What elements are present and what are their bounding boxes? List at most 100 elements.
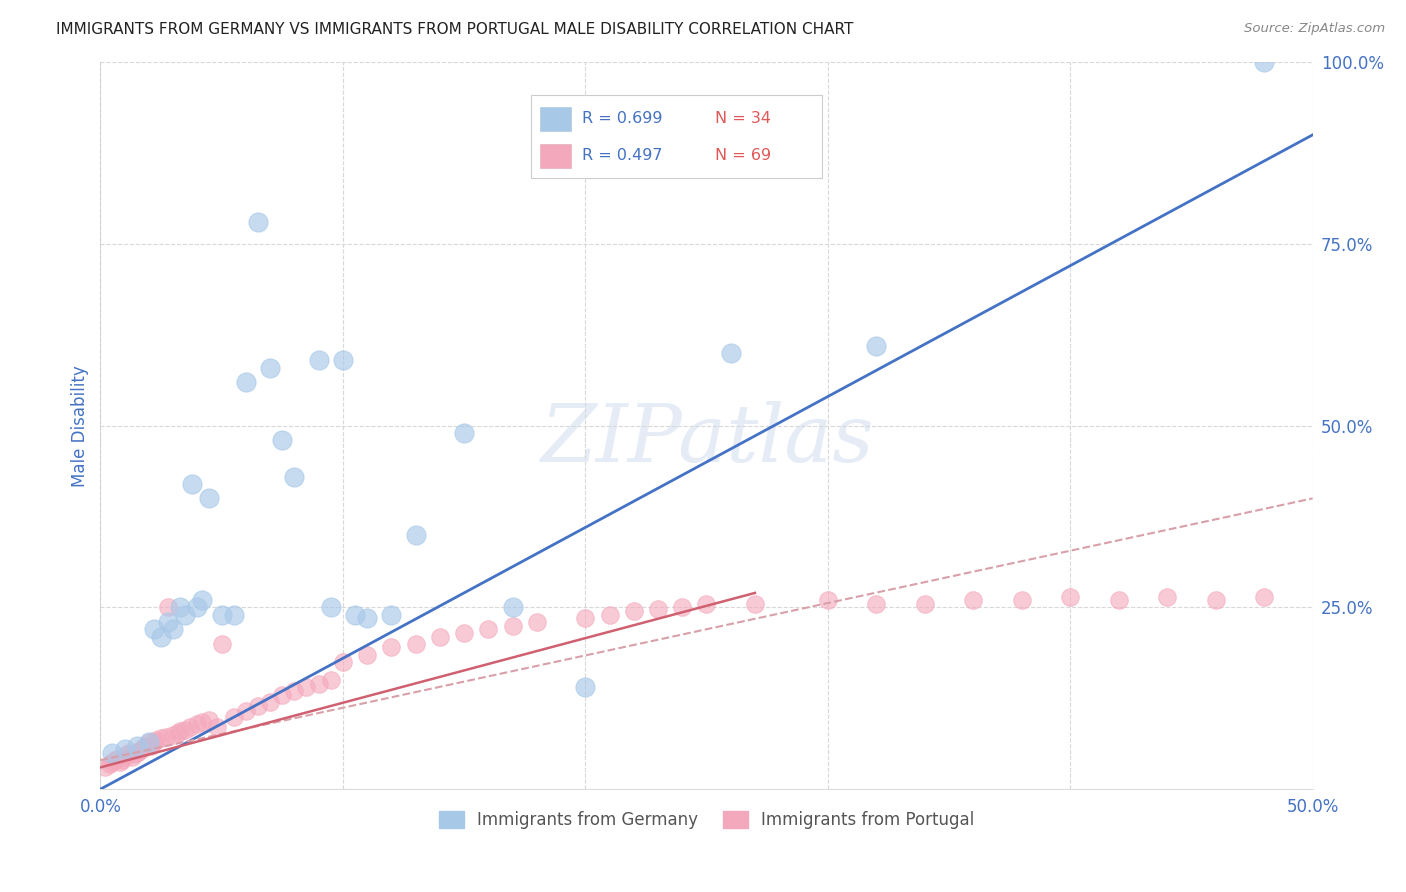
Point <box>453 626 475 640</box>
Point <box>162 622 184 636</box>
Point <box>145 732 167 747</box>
Point <box>695 597 717 611</box>
Point <box>1108 593 1130 607</box>
Point <box>149 731 172 746</box>
Point <box>502 618 524 632</box>
Point <box>118 746 141 760</box>
Point <box>283 684 305 698</box>
Point <box>115 747 138 762</box>
Point <box>914 597 936 611</box>
Point <box>205 720 228 734</box>
Point <box>1011 593 1033 607</box>
FancyBboxPatch shape <box>530 95 821 178</box>
Point <box>94 760 117 774</box>
Point <box>167 725 190 739</box>
Point <box>98 756 121 771</box>
Point <box>1253 55 1275 70</box>
Point <box>332 353 354 368</box>
Legend: Immigrants from Germany, Immigrants from Portugal: Immigrants from Germany, Immigrants from… <box>432 804 981 836</box>
Point <box>155 730 177 744</box>
Point <box>720 346 742 360</box>
FancyBboxPatch shape <box>540 144 571 168</box>
Point <box>132 739 155 754</box>
Point <box>1059 590 1081 604</box>
Point <box>108 755 131 769</box>
Point <box>138 735 160 749</box>
Text: R = 0.497: R = 0.497 <box>582 148 662 162</box>
Text: Source: ZipAtlas.com: Source: ZipAtlas.com <box>1244 22 1385 36</box>
Point <box>211 637 233 651</box>
Y-axis label: Male Disability: Male Disability <box>72 365 89 486</box>
Point <box>817 593 839 607</box>
Point <box>356 611 378 625</box>
Point <box>343 607 366 622</box>
Point <box>169 724 191 739</box>
Point <box>104 753 127 767</box>
Point <box>865 339 887 353</box>
Point <box>222 709 245 723</box>
Point <box>142 735 165 749</box>
Point <box>865 597 887 611</box>
Point <box>186 600 208 615</box>
Point <box>179 720 201 734</box>
Point <box>157 600 180 615</box>
Point <box>125 739 148 753</box>
Point <box>380 607 402 622</box>
Point <box>526 615 548 629</box>
Point <box>191 715 214 730</box>
Point <box>138 735 160 749</box>
Text: ZIPatlas: ZIPatlas <box>540 401 873 479</box>
Point <box>246 698 269 713</box>
Point <box>235 704 257 718</box>
Point <box>477 622 499 636</box>
Point <box>211 607 233 622</box>
Point <box>111 753 134 767</box>
Point <box>962 593 984 607</box>
Point <box>502 600 524 615</box>
Point <box>647 602 669 616</box>
Point <box>101 755 124 769</box>
Point <box>157 615 180 629</box>
Point <box>191 593 214 607</box>
Point <box>114 742 136 756</box>
Point <box>574 681 596 695</box>
Point <box>125 746 148 760</box>
Point <box>149 630 172 644</box>
Point <box>142 622 165 636</box>
Point <box>198 713 221 727</box>
Text: IMMIGRANTS FROM GERMANY VS IMMIGRANTS FROM PORTUGAL MALE DISABILITY CORRELATION : IMMIGRANTS FROM GERMANY VS IMMIGRANTS FR… <box>56 22 853 37</box>
Point <box>162 728 184 742</box>
Point <box>141 739 163 753</box>
Point <box>574 611 596 625</box>
Point <box>259 360 281 375</box>
Point <box>599 607 621 622</box>
Point <box>174 607 197 622</box>
Point <box>1205 593 1227 607</box>
Point <box>623 604 645 618</box>
Point <box>271 688 294 702</box>
Point <box>222 607 245 622</box>
Point <box>380 640 402 655</box>
Point <box>356 648 378 662</box>
FancyBboxPatch shape <box>540 107 571 131</box>
Text: N = 69: N = 69 <box>716 148 770 162</box>
Point <box>259 695 281 709</box>
Point <box>271 434 294 448</box>
Point <box>1156 590 1178 604</box>
Point <box>169 600 191 615</box>
Point <box>121 749 143 764</box>
Point <box>319 600 342 615</box>
Point <box>319 673 342 688</box>
Point <box>405 527 427 541</box>
Point <box>1253 590 1275 604</box>
Point <box>235 375 257 389</box>
Point <box>671 600 693 615</box>
Point <box>181 476 204 491</box>
Point <box>295 681 318 695</box>
Point <box>308 677 330 691</box>
Point <box>174 723 197 737</box>
Point <box>308 353 330 368</box>
Point <box>453 425 475 440</box>
Point <box>124 747 146 762</box>
Text: R = 0.699: R = 0.699 <box>582 112 662 127</box>
